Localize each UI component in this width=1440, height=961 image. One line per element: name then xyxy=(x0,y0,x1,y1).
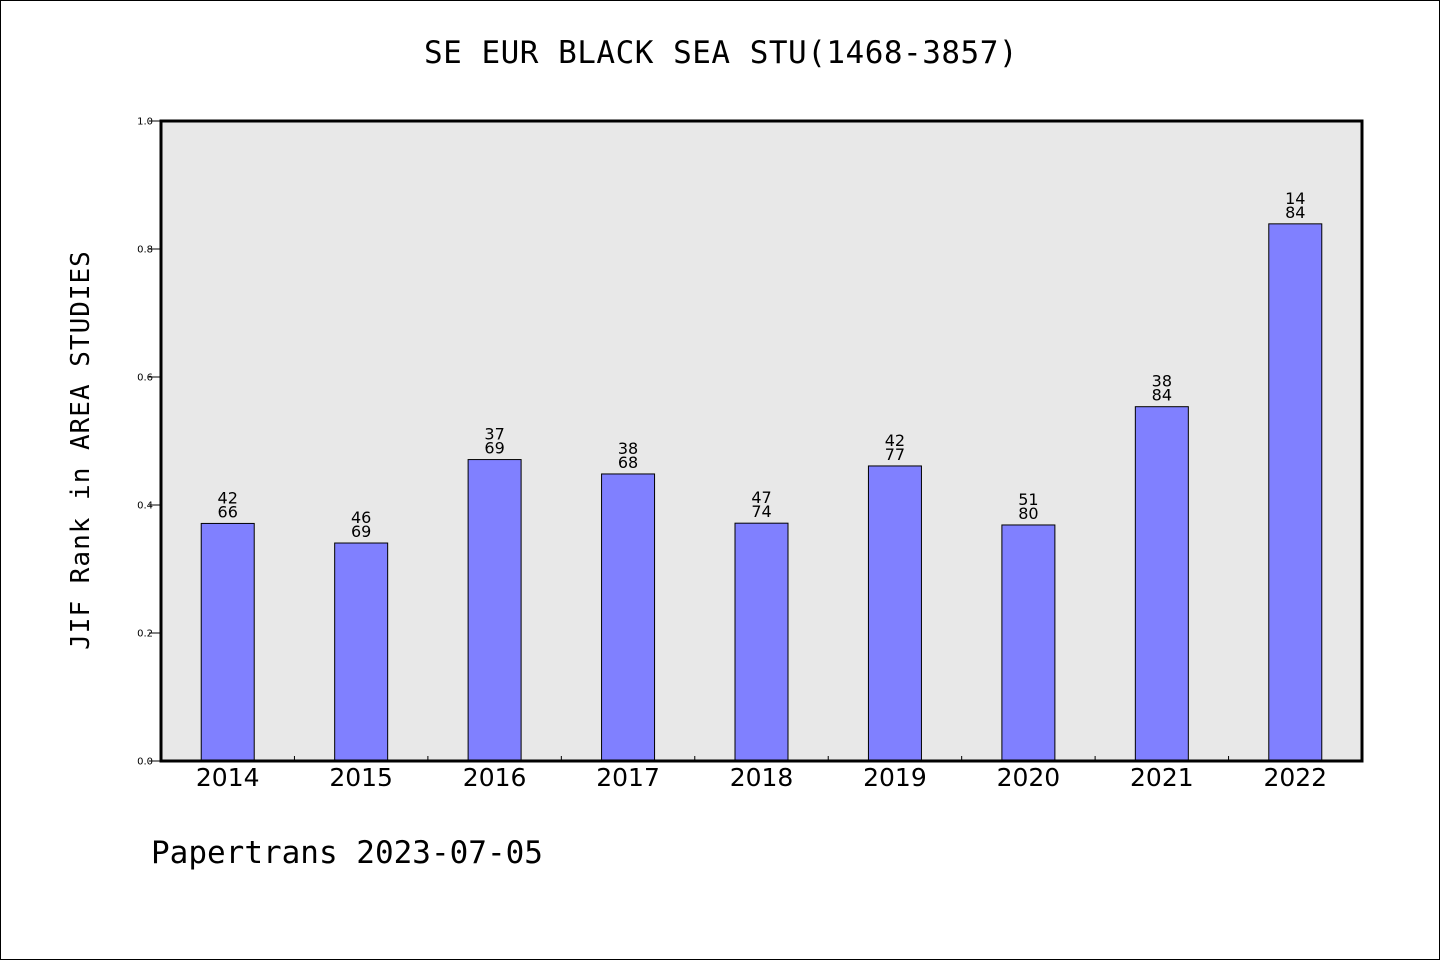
bar-rank-label: 42 xyxy=(885,431,905,450)
x-tick-label: 2015 xyxy=(329,763,393,792)
y-tick-label: 0.2 xyxy=(137,629,153,640)
y-tick-label: 0.8 xyxy=(137,245,153,256)
x-tick-label: 2022 xyxy=(1263,763,1327,792)
bar-2017 xyxy=(601,473,656,762)
bar-rank-label: 14 xyxy=(1285,189,1305,208)
y-tick-label: 0.0 xyxy=(137,757,153,768)
bar-2020 xyxy=(1001,524,1056,762)
bar-total-label: 74 xyxy=(751,502,771,521)
bar-2015 xyxy=(334,542,389,762)
plot-frame xyxy=(159,119,1364,763)
bar-total-label: 68 xyxy=(618,453,638,472)
bar-2022 xyxy=(1268,223,1323,762)
x-tick-label: 2016 xyxy=(463,763,527,792)
footer-credit: Papertrans 2023-07-05 xyxy=(151,835,543,871)
bar-rank-label: 42 xyxy=(218,488,238,507)
bar-2018 xyxy=(734,522,789,762)
bar-rank-label: 47 xyxy=(751,488,771,507)
bar-total-label: 84 xyxy=(1152,386,1172,405)
bar-rank-label: 38 xyxy=(618,439,638,458)
x-tick-label: 2019 xyxy=(863,763,927,792)
bar-total-label: 84 xyxy=(1285,203,1305,222)
chart-title: SE EUR BLACK SEA STU(1468-3857) xyxy=(423,35,1019,71)
bar-total-label: 80 xyxy=(1018,504,1038,523)
y-tick-label: 0.6 xyxy=(137,373,153,384)
y-tick-label: 0.4 xyxy=(137,501,153,512)
bar-total-label: 69 xyxy=(351,522,371,541)
x-tick-label: 2017 xyxy=(596,763,660,792)
x-tick-label: 2020 xyxy=(997,763,1061,792)
bar-2016 xyxy=(467,459,522,762)
x-tick-label: 2014 xyxy=(196,763,260,792)
bar-2014 xyxy=(200,522,255,762)
bar-2019 xyxy=(867,465,922,762)
bar-total-label: 77 xyxy=(885,445,905,464)
bar-rank-label: 51 xyxy=(1018,490,1038,509)
bar-total-label: 66 xyxy=(218,502,238,521)
bar-total-label: 69 xyxy=(484,439,504,458)
bar-rank-label: 46 xyxy=(351,508,371,527)
bar-rank-label: 37 xyxy=(484,425,504,444)
x-tick-label: 2021 xyxy=(1130,763,1194,792)
y-tick-label: 1.0 xyxy=(137,117,153,128)
bar-2021 xyxy=(1134,406,1189,762)
x-tick-label: 2018 xyxy=(730,763,794,792)
bar-rank-label: 38 xyxy=(1152,372,1172,391)
